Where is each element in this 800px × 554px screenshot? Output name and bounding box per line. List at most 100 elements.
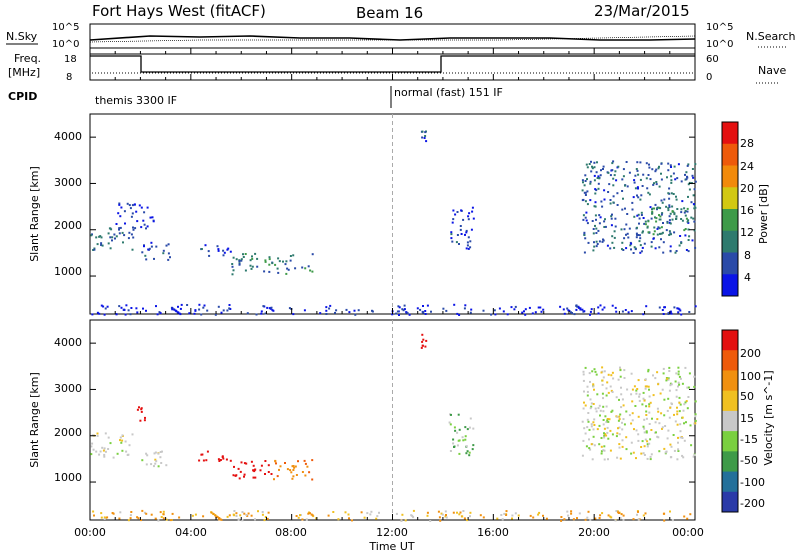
power-cell: [405, 311, 408, 314]
velocity-cell: [206, 450, 209, 453]
power-cell: [539, 306, 542, 309]
velocity-cell: [668, 416, 671, 419]
power-cell: [690, 201, 693, 204]
velocity-cell: [633, 428, 635, 431]
power-cell: [408, 313, 411, 316]
velocity-cell: [683, 403, 686, 406]
velocity-patch-0: [90, 432, 134, 459]
power-cell: [683, 207, 686, 210]
velocity-cell: [237, 518, 240, 521]
velocity-cell: [102, 449, 105, 452]
velocity-cell: [645, 417, 648, 420]
power-cell: [208, 254, 211, 257]
velocity-cell: [609, 449, 612, 452]
power-cell: [242, 256, 245, 258]
velocity-cell: [264, 460, 267, 462]
power-cell: [207, 250, 210, 253]
velocity-cell: [642, 452, 645, 455]
velocity-cell: [620, 406, 623, 409]
velocity-cell: [681, 437, 684, 439]
power-cell: [694, 180, 697, 183]
velocity-cell: [623, 423, 626, 426]
power-cell: [586, 190, 589, 193]
velocity-cell: [588, 447, 591, 450]
velocity-cell: [232, 474, 235, 477]
velocity-cell: [462, 510, 465, 512]
velocity-cell: [674, 420, 677, 423]
velocity-cell: [514, 512, 517, 515]
power-cell: [594, 214, 597, 217]
power-cell: [453, 303, 456, 306]
power-cell: [200, 313, 203, 316]
power-cell: [581, 308, 584, 311]
velocity-cell: [606, 381, 609, 384]
power-cell: [693, 220, 696, 223]
velocity-cell: [630, 393, 633, 396]
power-cell: [123, 234, 126, 237]
velocity-cell: [92, 510, 95, 513]
power-cell: [422, 311, 424, 314]
power-cell: [493, 309, 496, 312]
velocity-cell: [603, 458, 606, 461]
power-cell: [603, 306, 606, 309]
velocity-cell: [669, 456, 672, 459]
velocity-cell: [450, 413, 452, 416]
velocity-colorbar-segment: [722, 431, 738, 452]
velocity-cell: [146, 454, 149, 457]
velocity-cell: [311, 514, 314, 517]
power-cell: [119, 215, 122, 218]
power-cell: [462, 218, 465, 221]
power-heatmap: [90, 114, 697, 316]
velocity-cell: [595, 410, 598, 413]
power-cell: [198, 308, 201, 311]
power-cell: [130, 307, 133, 309]
power-cell: [240, 259, 243, 262]
power-cell: [636, 186, 639, 189]
power-cell: [654, 203, 657, 206]
velocity-cell: [286, 468, 289, 471]
velocity-cell: [595, 373, 598, 376]
velocity-cell: [257, 510, 259, 513]
velocity-cell: [636, 388, 639, 390]
power-cell: [617, 165, 620, 168]
power-cell: [607, 171, 610, 174]
velocity-cell: [143, 419, 146, 422]
velocity-cell: [542, 514, 544, 517]
power-cell: [406, 312, 409, 315]
power-cell: [217, 305, 220, 308]
velocity-colorbar-segment: [722, 390, 738, 412]
velocity-cell: [129, 514, 132, 517]
power-cell: [660, 199, 663, 202]
velocity-cell: [677, 373, 680, 376]
power-cell: [653, 182, 655, 185]
velocity-cell: [303, 459, 306, 462]
power-cell: [611, 162, 614, 165]
velocity-cell: [637, 379, 640, 382]
power-cell: [171, 308, 174, 311]
velocity-cell: [673, 449, 676, 452]
velocity-cell: [694, 400, 697, 403]
power-cell: [146, 225, 149, 228]
power-cell: [622, 197, 624, 200]
velocity-cell: [588, 428, 591, 431]
power-cell: [667, 313, 670, 315]
power-cell: [264, 312, 267, 315]
power-cell: [124, 222, 126, 225]
velocity-cell: [635, 392, 638, 395]
power-patch-7: [581, 160, 697, 254]
power-cell: [96, 243, 99, 246]
power-cell: [675, 195, 677, 198]
power-ylabel: Slant Range [km]: [28, 166, 41, 262]
velocity-cell: [289, 469, 292, 472]
velocity-cbar-tick-50: 50: [740, 390, 754, 403]
velocity-cell: [661, 426, 664, 429]
power-cell: [624, 184, 626, 187]
velocity-cell: [645, 385, 648, 388]
velocity-cell: [445, 514, 447, 516]
power-cell: [661, 231, 664, 234]
velocity-cell: [121, 449, 124, 452]
power-cell: [665, 205, 668, 208]
velocity-cell: [647, 370, 650, 373]
power-cell: [143, 245, 145, 248]
velocity-cell: [586, 516, 589, 519]
